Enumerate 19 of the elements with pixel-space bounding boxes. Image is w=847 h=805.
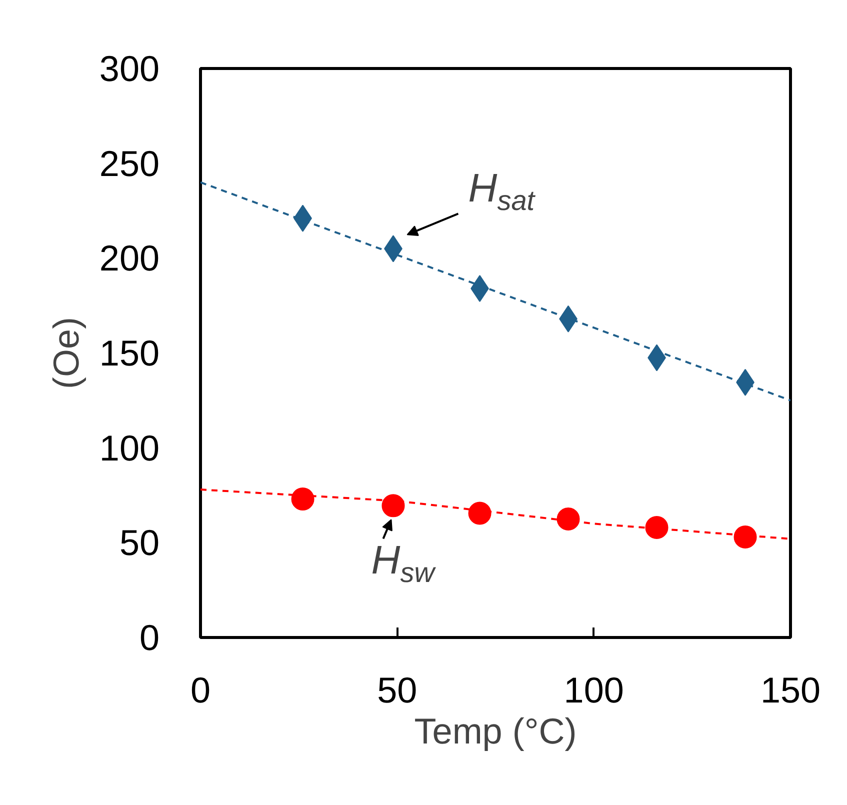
x-tick-label: 50 (377, 670, 418, 710)
y-tick-label: 300 (99, 48, 160, 89)
y-tick-label: 200 (99, 238, 160, 279)
x-axis-title: Temp (°C) (414, 710, 577, 752)
y-tick-label: 50 (119, 522, 160, 564)
point (291, 488, 314, 511)
y-axis-title: (Oe) (45, 317, 86, 389)
x-tick-label: 0 (190, 670, 211, 710)
point (382, 494, 405, 518)
y-tick-label: 250 (99, 142, 160, 184)
y-tick-label: 100 (99, 427, 160, 468)
x-tick-label: 150 (760, 670, 821, 710)
point (556, 507, 580, 530)
point (734, 526, 757, 548)
y-tick-label: 150 (99, 332, 160, 374)
point (468, 502, 492, 525)
point (645, 516, 668, 539)
y-tick-label: 0 (139, 617, 160, 658)
x-tick-label: 100 (564, 670, 624, 710)
